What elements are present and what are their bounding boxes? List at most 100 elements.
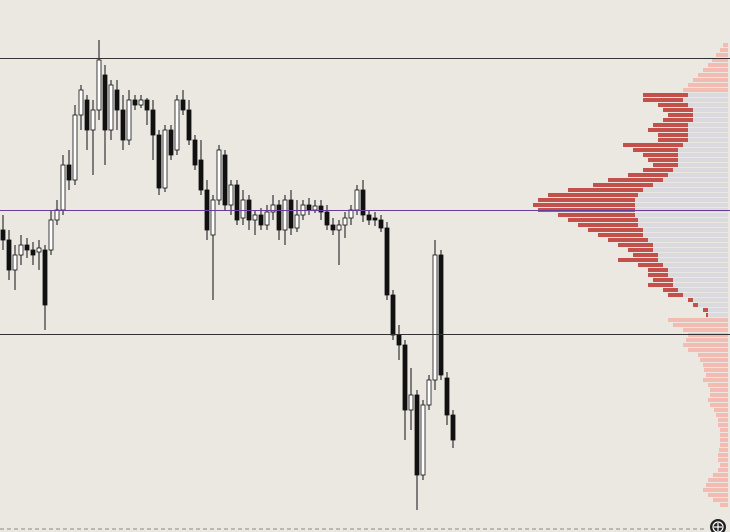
profile-bar (708, 493, 728, 497)
candle-body (318, 205, 324, 213)
candle-body (18, 244, 24, 256)
candle-body (444, 377, 450, 416)
profile-grey-bar (678, 148, 728, 152)
candle-body (342, 217, 348, 226)
profile-bar (716, 53, 728, 57)
profile-bar (704, 368, 728, 372)
candle-body (384, 227, 390, 296)
profile-bar (648, 273, 668, 277)
candle-body (66, 164, 72, 181)
candle-body (336, 224, 342, 231)
profile-grey-bar (658, 253, 728, 257)
profile-bar (703, 68, 728, 72)
profile-bar (658, 138, 688, 142)
profile-bar (703, 363, 728, 367)
candle-body (360, 189, 366, 216)
profile-bar (653, 123, 688, 127)
candle-body (138, 99, 144, 106)
profile-grey-bar (635, 213, 728, 217)
profile-bar (686, 338, 728, 342)
profile-grey-bar (638, 193, 728, 197)
profile-grey-bar (643, 233, 728, 237)
profile-grey-bar (683, 143, 728, 147)
profile-grey-bar (678, 163, 728, 167)
profile-grey-bar (668, 268, 728, 272)
profile-bar (643, 168, 673, 172)
profile-bar (710, 388, 728, 392)
profile-bar (628, 173, 668, 177)
profile-bar (708, 398, 728, 402)
candle-body (168, 129, 174, 156)
profile-grey-bar (668, 273, 728, 277)
candle-body (294, 214, 300, 229)
profile-bar (693, 303, 698, 307)
profile-bar (618, 258, 658, 262)
profile-bar (608, 238, 648, 242)
candle-body (234, 184, 240, 221)
candle-body (156, 134, 162, 189)
candle-body (330, 224, 336, 231)
candle-body (132, 99, 138, 106)
candle-body (12, 254, 18, 271)
profile-bar (714, 408, 728, 412)
profile-grey-bar (673, 278, 728, 282)
profile-bar (668, 293, 683, 297)
profile-grey-bar (678, 153, 728, 157)
candle-body (108, 84, 114, 131)
profile-bar (663, 108, 693, 112)
candle-body (306, 204, 312, 211)
candle-body (408, 394, 414, 411)
candle-body (36, 247, 42, 253)
candle-body (48, 219, 54, 251)
profile-bar (720, 443, 728, 447)
candle-body (240, 199, 246, 219)
candle-body (96, 59, 102, 111)
profile-bar (719, 448, 728, 452)
profile-bar (608, 178, 663, 182)
profile-bar (718, 418, 728, 422)
profile-bar (673, 323, 728, 327)
plot (0, 40, 730, 510)
profile-bar (593, 183, 653, 187)
candle-body (390, 294, 396, 336)
profile-bar (703, 488, 728, 492)
profile-grey-bar (635, 198, 728, 202)
candle-body (450, 414, 456, 441)
candle-body (366, 214, 372, 221)
candle-body (282, 199, 288, 231)
profile-bar (628, 248, 653, 252)
profile-grey-bar (693, 113, 728, 117)
profile-bar (663, 118, 693, 122)
profile-grey-bar (638, 218, 728, 222)
candle-body (84, 99, 90, 131)
profile-grey-bar (668, 173, 728, 177)
profile-bar (708, 478, 728, 482)
profile-grey-bar (643, 188, 728, 192)
profile-bar (713, 473, 728, 477)
profile-grey-bar (648, 238, 728, 242)
profile-grey-bar (688, 103, 728, 107)
profile-grey-bar (693, 298, 728, 302)
profile-bar (710, 403, 728, 407)
profile-bar (723, 43, 728, 47)
candle-body (396, 334, 402, 346)
candle-body (198, 159, 204, 191)
candle-body (276, 204, 282, 231)
profile-bar (706, 373, 728, 377)
profile-bar (588, 228, 643, 232)
profile-bar (568, 188, 643, 192)
profile-bar (716, 413, 728, 417)
profile-bar (720, 463, 728, 467)
profile-bar (683, 88, 728, 92)
profile-bar (718, 423, 728, 427)
profile-bar (720, 48, 728, 52)
profile-bar (710, 393, 728, 397)
zoom-button[interactable] (710, 519, 726, 532)
profile-bar (558, 213, 635, 217)
profile-bar (712, 58, 728, 62)
profile-bar (718, 468, 728, 472)
candle-body (0, 229, 6, 241)
profile-bar (538, 198, 635, 202)
